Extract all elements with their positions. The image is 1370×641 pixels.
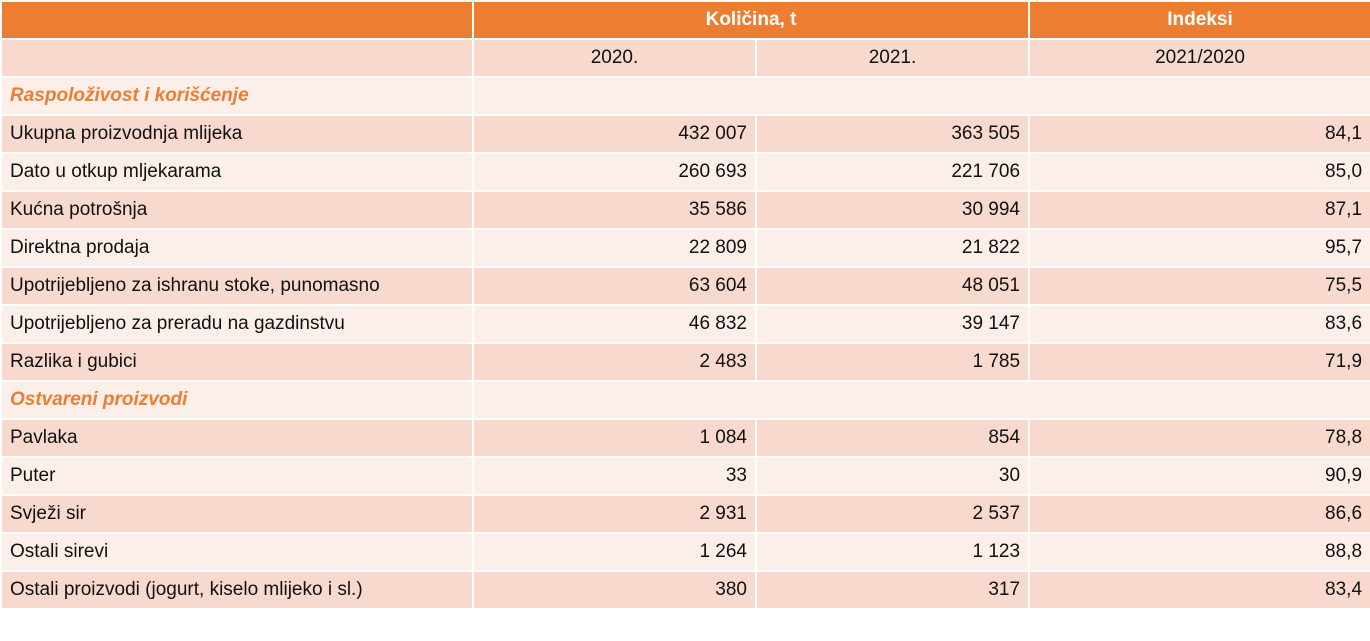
row-label: Ostali sirevi (0, 532, 474, 572)
value-cell: 75,5 (1028, 266, 1370, 306)
year-cell: 2021/2020 (1028, 38, 1370, 78)
data-row: Pavlaka 1 084 854 78,8 (0, 418, 1370, 458)
value-cell: 22 809 (472, 228, 757, 268)
row-label: Puter (0, 456, 474, 496)
value-cell: 78,8 (1028, 418, 1370, 458)
cell (0, 38, 474, 78)
data-row: Ostali sirevi 1 264 1 123 88,8 (0, 532, 1370, 572)
value-cell: 71,9 (1028, 342, 1370, 382)
data-row: Puter 33 30 90,9 (0, 456, 1370, 496)
value-cell: 90,9 (1028, 456, 1370, 496)
section-row: Raspoloživost i korišćenje (0, 76, 1370, 116)
value-cell: 2 483 (472, 342, 757, 382)
row-label: Pavlaka (0, 418, 474, 458)
row-label: Upotrijebljeno za ishranu stoke, punomas… (0, 266, 474, 306)
row-label: Svježi sir (0, 494, 474, 534)
data-row: Upotrijebljeno za ishranu stoke, punomas… (0, 266, 1370, 306)
value-cell: 35 586 (472, 190, 757, 230)
value-cell: 2 931 (472, 494, 757, 534)
data-row: Razlika i gubici 2 483 1 785 71,9 (0, 342, 1370, 382)
value-cell: 1 123 (754, 532, 1031, 572)
value-cell: 33 (472, 456, 757, 496)
row-label: Ukupna proizvodnja mlijeka (0, 114, 474, 154)
table: Količina, t Indeksi 2020. 2021. 2021/202… (0, 0, 1370, 610)
value-cell: 1 264 (472, 532, 757, 572)
value-cell: 87,1 (1028, 190, 1370, 230)
row-label: Razlika i gubici (0, 342, 474, 382)
row-label: Kućna potrošnja (0, 190, 474, 230)
year-cell: 2020. (472, 38, 757, 78)
value-cell: 1 785 (754, 342, 1031, 382)
value-cell: 63 604 (472, 266, 757, 306)
value-cell: 30 994 (754, 190, 1031, 230)
value-cell: 84,1 (1028, 114, 1370, 154)
value-cell: 48 051 (754, 266, 1031, 306)
data-row: Dato u otkup mljekarama 260 693 221 706 85,… (0, 152, 1370, 192)
year-row: 2020. 2021. 2021/2020 (0, 38, 1370, 78)
value-cell: 21 822 (754, 228, 1031, 268)
value-cell: 46 832 (472, 304, 757, 344)
value-cell: 1 084 (472, 418, 757, 458)
value-cell: 380 (472, 570, 757, 610)
value-cell: 83,6 (1028, 304, 1370, 344)
value-cell: 2 537 (754, 494, 1031, 534)
value-cell: 83,4 (1028, 570, 1370, 610)
header-cell: Količina, t (471, 0, 1031, 40)
data-row: Upotrijebljeno za preradu na gazdinstvu 4… (0, 304, 1370, 344)
data-row: Ostali proizvodi (jogurt, kiselo mlijeko… (0, 570, 1370, 610)
value-cell: 317 (754, 570, 1031, 610)
value-cell: 88,8 (1028, 532, 1370, 572)
cell (471, 380, 1370, 420)
value-cell: 363 505 (754, 114, 1031, 154)
header-cell (0, 0, 474, 40)
table-body: Količina, t Indeksi 2020. 2021. 2021/202… (0, 0, 1370, 610)
year-cell: 2021. (754, 38, 1031, 78)
data-row: Ukupna proizvodnja mlijeka 432 007 363 505… (0, 114, 1370, 154)
row-label: Ostali proizvodi (jogurt, kiselo mlijeko… (0, 570, 474, 610)
row-label: Upotrijebljeno za preradu na gazdinstvu (0, 304, 474, 344)
section-row: Ostvareni proizvodi (0, 380, 1370, 420)
value-cell: 854 (754, 418, 1031, 458)
value-cell: 86,6 (1028, 494, 1370, 534)
cell (471, 76, 1370, 116)
value-cell: 260 693 (472, 152, 757, 192)
row-label: Direktna prodaja (0, 228, 474, 268)
value-cell: 39 147 (754, 304, 1031, 344)
section-title: Raspoloživost i korišćenje (0, 76, 474, 116)
value-cell: 221 706 (754, 152, 1031, 192)
value-cell: 85,0 (1028, 152, 1370, 192)
header-row: Količina, t Indeksi (0, 0, 1370, 40)
header-cell: Indeksi (1028, 0, 1370, 40)
data-row: Direktna prodaja 22 809 21 822 95,7 (0, 228, 1370, 268)
section-title: Ostvareni proizvodi (0, 380, 474, 420)
value-cell: 432 007 (472, 114, 757, 154)
value-cell: 95,7 (1028, 228, 1370, 268)
data-row: Svježi sir 2 931 2 537 86,6 (0, 494, 1370, 534)
value-cell: 30 (754, 456, 1031, 496)
data-row: Kućna potrošnja 35 586 30 994 87,1 (0, 190, 1370, 230)
row-label: Dato u otkup mljekarama (0, 152, 474, 192)
